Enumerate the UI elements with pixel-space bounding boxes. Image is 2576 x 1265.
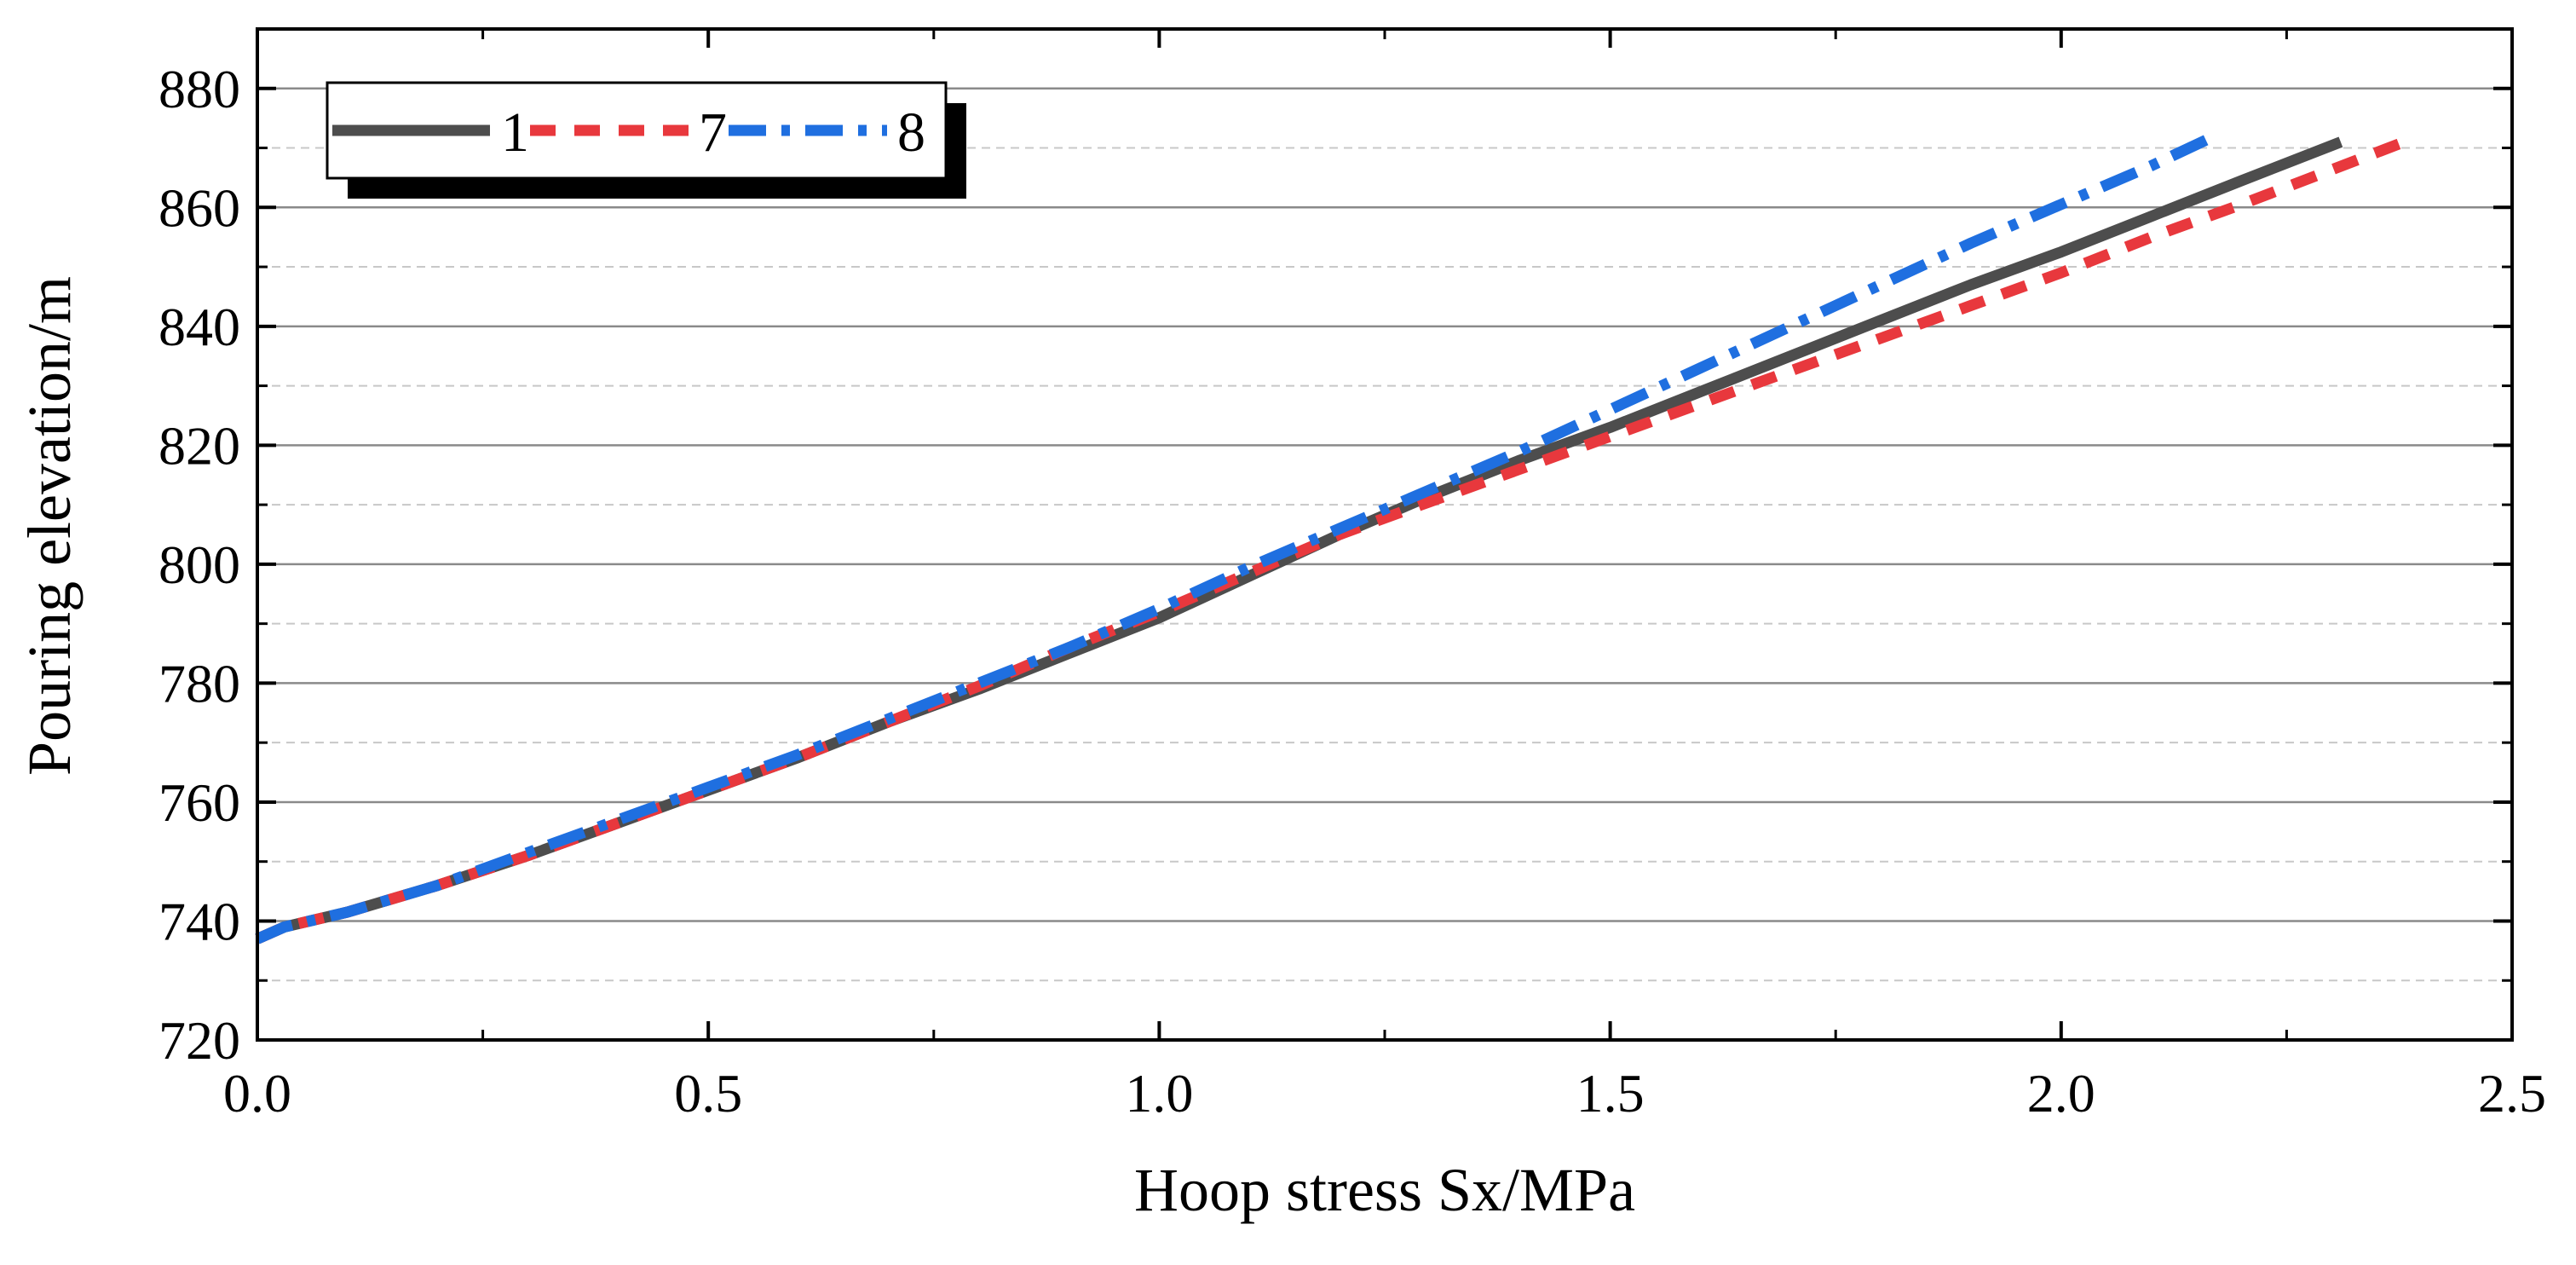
x-tick-label: 1.5: [1576, 1063, 1645, 1123]
axes-layer: 0.0 0.5 1.0 1.5 2.0 2.5 720 740 760 780 800 820 840 8…: [15, 27, 2546, 1224]
series-line-8: [255, 130, 2217, 944]
legend-label-7: 7: [699, 101, 727, 164]
legend-label-1: 1: [501, 101, 529, 164]
y-tick-label: 740: [158, 891, 240, 951]
x-axis-title: Hoop stress Sx/MPa: [1134, 1156, 1635, 1224]
grid-layer: [257, 87, 2512, 982]
y-tick-label: 800: [158, 534, 240, 595]
y-tick-label: 880: [158, 59, 240, 119]
y-tick-label: 840: [158, 297, 240, 357]
y-tick-label: 820: [158, 415, 240, 476]
y-tick-label: 860: [158, 177, 240, 238]
y-tick-label: 780: [158, 653, 240, 713]
legend: 1 7 8: [326, 81, 966, 199]
y-tick-label: 760: [158, 772, 240, 833]
x-tick-label: 1.0: [1125, 1063, 1193, 1123]
legend-label-8: 8: [897, 101, 925, 164]
series-line-1: [255, 136, 2343, 944]
series-layer: [255, 130, 2406, 944]
x-tick-label: 2.0: [2027, 1063, 2095, 1123]
y-axis-title: Pouring elevation/m: [15, 276, 84, 776]
x-tick-label: 0.5: [674, 1063, 742, 1123]
x-tick-label: 2.5: [2478, 1063, 2546, 1123]
y-tick-label: 720: [158, 1010, 240, 1071]
x-tick-label: 0.0: [223, 1063, 291, 1123]
